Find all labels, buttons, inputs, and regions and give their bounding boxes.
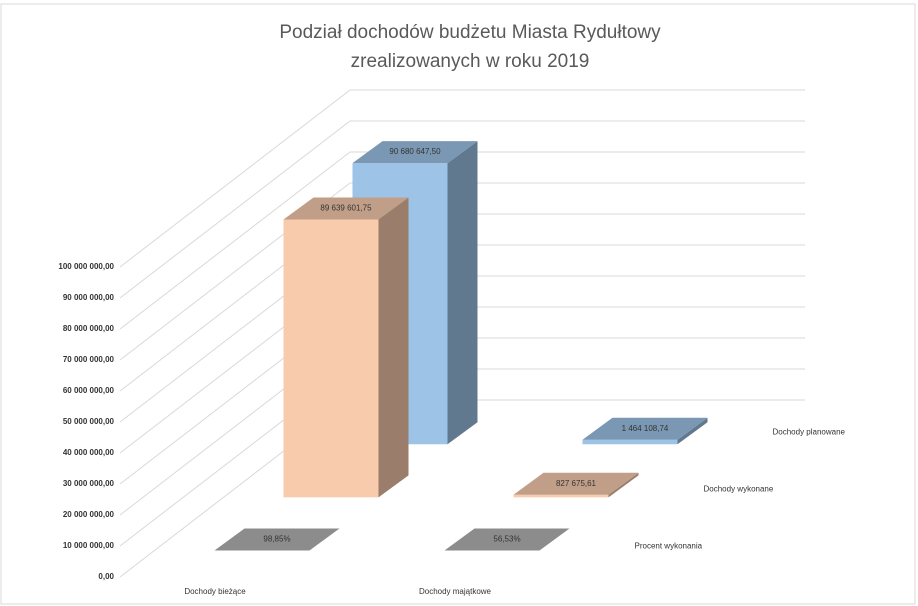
grid-line — [119, 120, 351, 299]
value-label: 90 680 647,50 — [389, 147, 441, 156]
bar-top — [444, 528, 570, 551]
bar-side — [309, 528, 340, 551]
value-label: 827 675,61 — [556, 479, 597, 488]
bar-front — [513, 494, 609, 498]
bar-side — [677, 417, 708, 445]
bar-top — [582, 417, 708, 440]
grid-line — [119, 151, 351, 330]
chart-title: zrealizowanych w roku 2019 — [351, 51, 590, 72]
y-tick-label: 0,00 — [98, 572, 114, 581]
series-label: Procent wykonania — [635, 542, 703, 551]
y-tick-label: 70 000 000,00 — [63, 355, 115, 364]
bar-top — [283, 197, 409, 220]
x-tick-label: Dochody majątkowe — [419, 587, 492, 596]
bar-side — [539, 528, 570, 551]
series-label: Dochody planowane — [773, 428, 846, 437]
grid-line — [119, 89, 351, 268]
bar-front — [582, 439, 678, 445]
bar-top — [214, 528, 340, 551]
bar-front — [283, 219, 379, 498]
y-tick-label: 20 000 000,00 — [63, 510, 115, 519]
bar-side — [447, 141, 478, 445]
y-tick-label: 50 000 000,00 — [63, 417, 115, 426]
series-label: Dochody wykonane — [704, 485, 774, 494]
y-tick-label: 30 000 000,00 — [63, 479, 115, 488]
bar-top — [513, 472, 639, 495]
y-tick-label: 90 000 000,00 — [63, 293, 115, 302]
bar-top — [352, 141, 478, 164]
bar-side — [378, 197, 409, 498]
value-label: 89 639 601,75 — [320, 204, 372, 213]
y-tick-label: 60 000 000,00 — [63, 386, 115, 395]
y-tick-label: 80 000 000,00 — [63, 324, 115, 333]
x-tick-label: Dochody bieżące — [184, 587, 246, 596]
y-tick-label: 40 000 000,00 — [63, 448, 115, 457]
chart-title: Podział dochodów budżetu Miasta Rydułtow… — [279, 22, 661, 43]
value-label: 1 464 108,74 — [622, 424, 669, 433]
y-tick-label: 10 000 000,00 — [63, 541, 115, 550]
value-label: 98,85% — [263, 535, 290, 544]
y-tick-label: 100 000 000,00 — [58, 262, 114, 271]
value-label: 56,53% — [493, 535, 520, 544]
bar-side — [608, 472, 639, 498]
